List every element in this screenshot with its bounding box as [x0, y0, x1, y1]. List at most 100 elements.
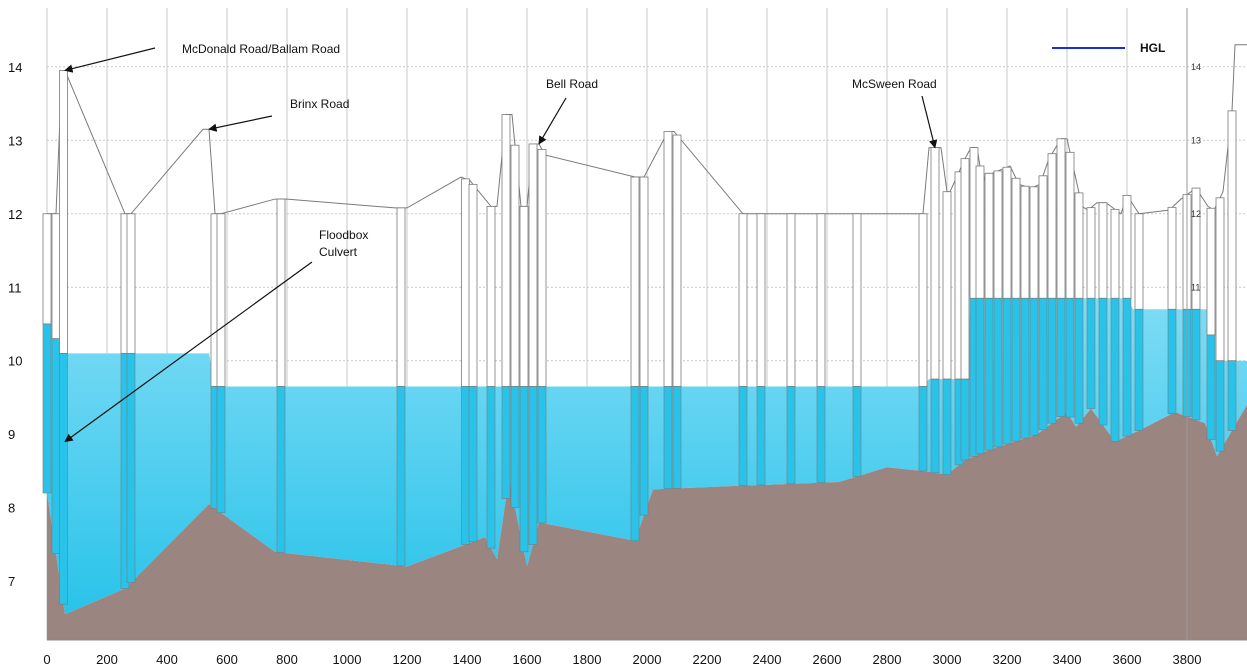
- manhole-shaft: [960, 158, 970, 380]
- manhole-water: [663, 386, 673, 490]
- manhole-shaft: [216, 213, 226, 387]
- manhole-water: [1011, 297, 1021, 442]
- manhole-shaft: [1011, 177, 1021, 299]
- manhole-water: [1065, 297, 1075, 418]
- manhole-shaft: [528, 143, 538, 387]
- manhole-shaft: [1074, 192, 1084, 299]
- legend: HGL: [1052, 41, 1165, 55]
- manhole-water: [1074, 297, 1084, 424]
- manhole-water: [975, 297, 985, 455]
- x-tick-label: 2600: [813, 652, 842, 667]
- x-tick-label: 0: [43, 652, 50, 667]
- manhole-shaft: [519, 206, 529, 387]
- y-tick-label: 9: [8, 427, 15, 442]
- manhole-water: [1122, 297, 1132, 437]
- manhole-shaft: [1098, 202, 1108, 299]
- manhole-shaft: [510, 144, 520, 387]
- manhole-shaft: [975, 165, 985, 299]
- manhole-shaft: [639, 176, 649, 387]
- manhole-shaft: [1167, 206, 1177, 310]
- right-tick-label: 11: [1191, 282, 1200, 292]
- annotation-arrow: [921, 95, 938, 149]
- manhole-water: [1020, 297, 1030, 439]
- x-tick-label: 3800: [1173, 652, 1202, 667]
- manhole-water: [468, 386, 478, 542]
- manhole-shaft: [501, 114, 511, 387]
- y-tick-label: 7: [8, 574, 15, 589]
- right-tick-label: 13: [1191, 135, 1201, 145]
- manhole-shaft: [1002, 166, 1012, 299]
- x-tick-label: 2400: [753, 652, 782, 667]
- manhole-water: [216, 386, 226, 514]
- manhole-water: [993, 297, 1003, 448]
- manhole-shaft: [930, 147, 940, 380]
- bed-area: [47, 404, 1247, 640]
- x-tick-label: 600: [216, 652, 238, 667]
- x-tick-label: 1600: [513, 652, 542, 667]
- x-tick-label: 2200: [693, 652, 722, 667]
- x-tick-label: 2800: [873, 652, 902, 667]
- manhole-shaft: [59, 70, 68, 354]
- manhole-water: [918, 386, 928, 472]
- annotation-label: Floodbox: [319, 228, 368, 242]
- annotation-arrow: [64, 47, 156, 73]
- manhole-shaft: [984, 172, 994, 299]
- right-tick-label: 14: [1191, 62, 1201, 72]
- manhole-shaft: [537, 149, 547, 387]
- manhole-water: [1056, 297, 1066, 417]
- annotation-arrow: [64, 261, 313, 443]
- manhole-shaft: [1122, 194, 1132, 299]
- manhole-water: [1038, 297, 1048, 431]
- manhole-water: [1167, 309, 1177, 415]
- x-tick-label: 400: [156, 652, 178, 667]
- manhole-shaft: [993, 170, 1003, 299]
- manhole-water: [930, 378, 940, 474]
- manhole-shaft: [738, 213, 748, 387]
- manhole-water: [1215, 360, 1225, 452]
- manhole-shaft: [486, 206, 496, 387]
- manhole-shaft: [468, 183, 478, 387]
- manhole-water: [1047, 297, 1057, 424]
- right-tick-label: 12: [1191, 209, 1201, 219]
- x-tick-label: 2000: [633, 652, 662, 667]
- x-tick-label: 200: [96, 652, 118, 667]
- manhole-shaft: [663, 131, 673, 387]
- manhole-water: [519, 386, 529, 553]
- x-tick-label: 3400: [1053, 652, 1082, 667]
- manhole-shaft: [1206, 207, 1216, 336]
- manhole-water: [1227, 360, 1237, 431]
- manhole-water: [1134, 309, 1144, 431]
- manhole-shaft: [942, 191, 952, 380]
- x-tick-label: 1200: [393, 652, 422, 667]
- y-tick-label: 13: [8, 133, 22, 148]
- manhole-water: [501, 386, 511, 499]
- manhole-shaft: [276, 198, 286, 387]
- x-tick-label: 3200: [993, 652, 1022, 667]
- annotation-label: Bell Road: [546, 77, 598, 91]
- annotation-label: McDonald Road/Ballam Road: [182, 42, 340, 56]
- annotations: McDonald Road/Ballam Road Brinx Road Bell …: [64, 42, 938, 443]
- annotation-arrow: [538, 97, 567, 145]
- manhole-water: [1086, 297, 1096, 409]
- annotation-label: Culvert: [319, 245, 358, 259]
- y-tick-label: 8: [8, 501, 15, 516]
- manhole-water: [756, 386, 766, 486]
- manhole-water: [1110, 297, 1120, 442]
- legend-hgl-label: HGL: [1140, 41, 1165, 55]
- manhole-shaft: [1065, 151, 1075, 299]
- manhole-shaft: [1038, 175, 1048, 299]
- x-tick-label: 1800: [573, 652, 602, 667]
- manhole-shaft: [1020, 185, 1030, 299]
- manhole-water: [960, 378, 970, 461]
- annotation-arrow: [208, 115, 273, 132]
- manhole-water: [786, 386, 796, 485]
- annotation-label: Brinx Road: [290, 97, 349, 111]
- x-tick-label: 1400: [453, 652, 482, 667]
- y-tick-label: 14: [8, 60, 22, 75]
- manhole-shaft: [1047, 153, 1057, 299]
- manhole-water: [42, 323, 52, 494]
- manhole-shaft: [1227, 110, 1237, 362]
- y-tick-label: 10: [8, 354, 22, 369]
- manhole-water: [537, 386, 547, 524]
- manhole-shaft: [1029, 186, 1039, 299]
